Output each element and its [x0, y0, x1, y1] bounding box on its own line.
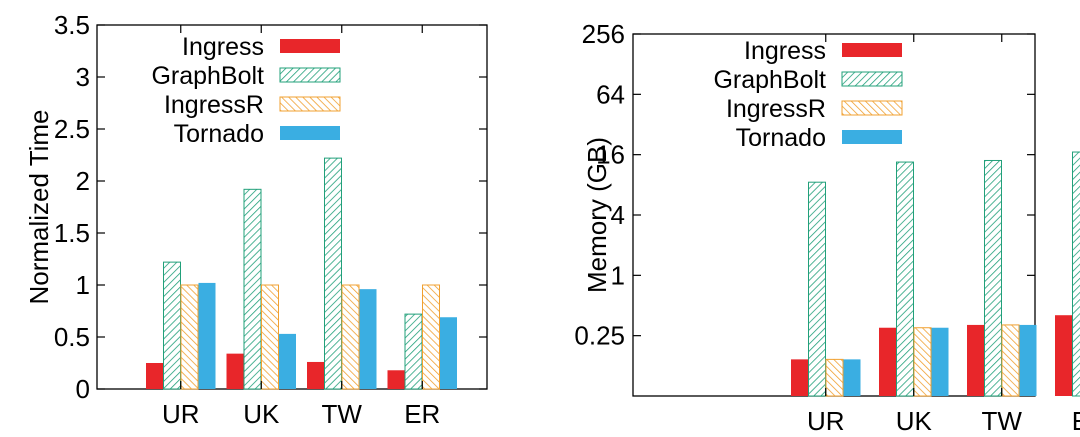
- chart1-bar-tornado-er: [440, 317, 457, 389]
- chart1-legend-label-ingress: Ingress: [182, 33, 264, 61]
- chart2-legend-label-ingress: Ingress: [744, 37, 826, 65]
- chart2-bar-ingress-tw: [967, 324, 984, 396]
- chart1-bar-tornado-uk: [279, 333, 296, 389]
- chart2-bar-tornado-tw: [1019, 324, 1037, 396]
- chart1-y-tick-label: 1.5: [54, 218, 90, 248]
- chart1-legend-swatch-graphbolt: [279, 67, 341, 83]
- chart2-y-axis-label: Memory (GB): [582, 137, 612, 293]
- chart2-bar-ingressr-tw: [1001, 324, 1020, 397]
- chart1-x-tick-label: TW: [322, 399, 363, 429]
- chart1-y-tick-label: 2.5: [54, 114, 90, 144]
- chart1-bar-ingressr-tw: [341, 284, 360, 390]
- chart2-legend-swatch-graphbolt: [841, 71, 903, 87]
- chart2-bar-ingress-er: [1055, 315, 1072, 396]
- chart1-bar-tornado-tw: [359, 289, 377, 389]
- chart1-bar-graphbolt-tw: [324, 157, 342, 390]
- chart1-y-tick-label: 3: [76, 62, 90, 92]
- chart2-legend-swatch-ingressr: [841, 100, 903, 116]
- chart2-x-tick-label: UR: [807, 406, 845, 436]
- chart1-bar-ingressr-er: [422, 284, 440, 390]
- chart1-bar-ingress-ur: [146, 363, 163, 389]
- chart2-y-tick-label: 16: [596, 140, 625, 170]
- chart1-y-tick-label: 0.5: [54, 322, 90, 352]
- chart2-bar-ingress-uk: [879, 327, 896, 396]
- chart2-bar-ingressr-ur: [825, 358, 844, 397]
- chart1-legend-label-ingressr: IngressR: [164, 91, 264, 119]
- chart2-bar-graphbolt-er: [1072, 151, 1080, 397]
- chart2-legend-swatch-ingress: [842, 43, 902, 57]
- chart1-bar-graphbolt-uk: [243, 188, 262, 390]
- chart1-legend-swatch-tornado: [280, 126, 340, 140]
- chart2-legend-label-tornado: Tornado: [736, 124, 826, 152]
- chart2-bar-tornado-ur: [843, 359, 861, 396]
- chart2-x-tick-label: ER: [1072, 406, 1080, 436]
- chart2-x-tick-label: TW: [982, 406, 1023, 436]
- chart1-x-tick-label: ER: [404, 399, 440, 429]
- chart1-bar-ingress-tw: [307, 361, 324, 389]
- chart2-y-tick-label: 1: [611, 260, 625, 290]
- chart2-bar-graphbolt-tw: [984, 159, 1002, 397]
- chart1-legend-label-tornado: Tornado: [174, 120, 264, 148]
- chart2-bar-ingress-ur: [791, 359, 808, 396]
- chart1-x-tick-label: UK: [243, 399, 280, 429]
- chart1-bar-ingressr-uk: [261, 284, 279, 390]
- chart1-legend-swatch-ingressr: [279, 96, 341, 112]
- chart1-bar-graphbolt-ur: [163, 261, 181, 390]
- chart2-y-tick-label: 64: [596, 79, 625, 109]
- chart2-y-tick-label: 256: [582, 19, 625, 49]
- chart2-x-tick-label: UK: [896, 406, 933, 436]
- chart2-bar-ingressr-uk: [913, 327, 932, 397]
- chart1-bar-tornado-ur: [198, 282, 216, 389]
- chart2-y-tick-label: 0.25: [574, 321, 625, 351]
- chart1-bar-ingressr-ur: [180, 284, 199, 390]
- chart1-bar-ingress-er: [387, 370, 405, 389]
- chart2-bar-graphbolt-ur: [808, 181, 826, 397]
- chart1-y-tick-label: 3.5: [54, 10, 90, 40]
- chart2-y-tick-label: 4: [611, 200, 625, 230]
- chart2-legend-label-ingressr: IngressR: [726, 95, 826, 123]
- chart1-y-tick-label: 0: [76, 374, 90, 404]
- chart1-legend-swatch-ingress: [280, 39, 340, 53]
- chart1-y-axis-label: Normalized Time: [24, 109, 54, 304]
- chart2-bar-graphbolt-uk: [896, 161, 914, 397]
- chart2-legend-swatch-tornado: [842, 130, 902, 144]
- chart1-y-tick-label: 1: [76, 270, 90, 300]
- chart1-legend-label-graphbolt: GraphBolt: [151, 62, 264, 90]
- chart2-bar-tornado-uk: [931, 327, 949, 396]
- chart1-x-tick-label: UR: [162, 399, 200, 429]
- chart1-y-tick-label: 2: [76, 166, 90, 196]
- chart1-bar-ingress-uk: [226, 353, 244, 389]
- chart1-bar-graphbolt-er: [404, 313, 423, 390]
- chart2-legend-label-graphbolt: GraphBolt: [713, 66, 826, 94]
